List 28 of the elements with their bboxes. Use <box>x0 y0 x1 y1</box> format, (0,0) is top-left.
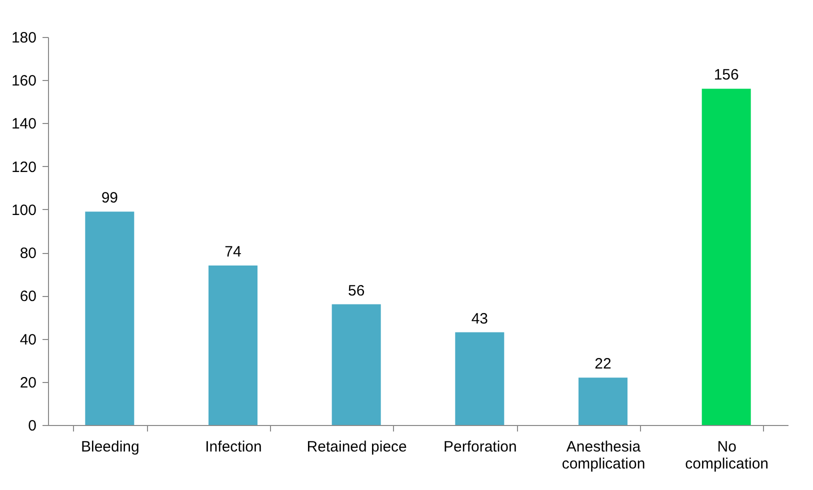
data-label: 22 <box>594 356 612 373</box>
y-tick-label: 140 <box>11 116 36 133</box>
y-tick-label: 100 <box>11 202 36 219</box>
x-tick-label: Perforation <box>443 438 517 456</box>
y-tick-label: 60 <box>20 288 36 306</box>
bar <box>702 88 751 425</box>
y-tick-label: 20 <box>20 374 36 392</box>
data-label: 43 <box>471 310 488 328</box>
bar <box>208 265 258 425</box>
data-label: 74 <box>224 243 242 260</box>
bar <box>332 304 381 425</box>
x-tick-label: Infection <box>205 438 262 456</box>
y-tick-label: 0 <box>28 418 36 434</box>
data-label: 156 <box>714 66 739 84</box>
bar <box>455 332 504 425</box>
x-tick-label: Anesthesia complication <box>562 438 646 472</box>
bar <box>85 212 134 425</box>
bar <box>578 378 628 425</box>
data-label: 56 <box>348 282 365 300</box>
y-tick-label: 120 <box>11 158 36 176</box>
x-tick-label: Retained piece <box>306 438 407 456</box>
y-tick-label: 160 <box>11 72 36 90</box>
y-tick-label: 180 <box>11 30 36 46</box>
y-tick-label: 40 <box>20 331 36 348</box>
data-label: 99 <box>101 190 118 207</box>
y-tick-label: 80 <box>20 245 36 262</box>
x-tick-label: No complication <box>685 438 769 472</box>
x-tick-label: Bleeding <box>80 438 140 456</box>
